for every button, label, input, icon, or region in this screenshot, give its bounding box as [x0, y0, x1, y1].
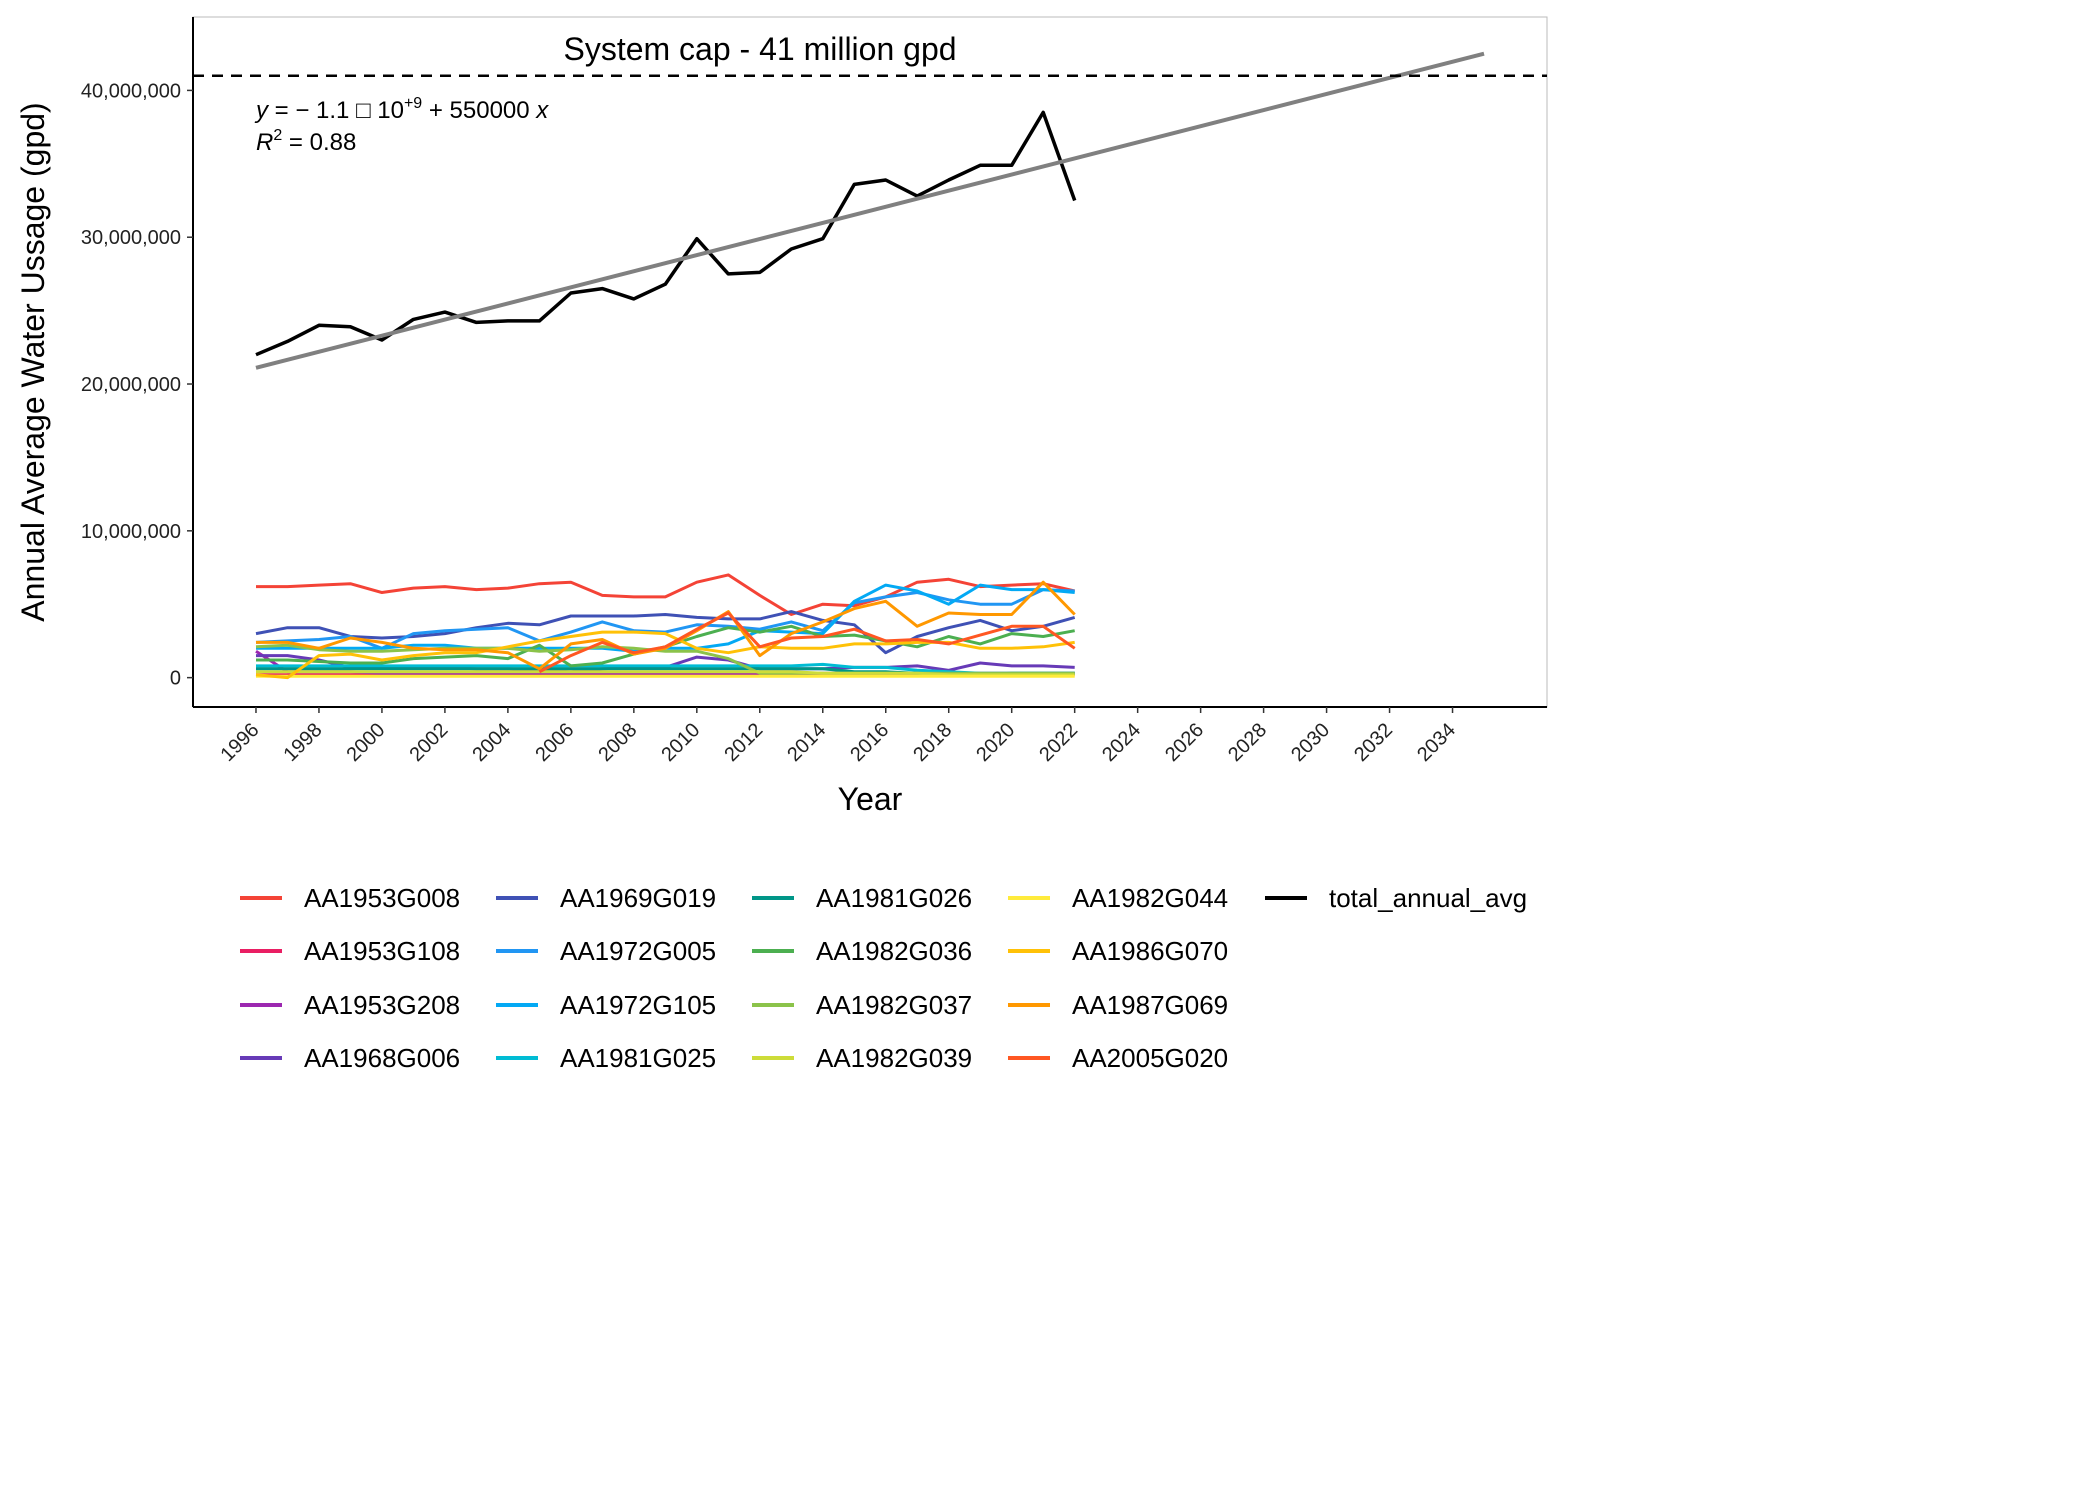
legend-label: total_annual_avg: [1329, 883, 1527, 913]
series-line-aa2005g020: [538, 611, 1076, 674]
legend-label: AA1986G070: [1072, 936, 1228, 966]
legend-label: AA1953G208: [304, 990, 460, 1020]
legend-label: AA1981G025: [560, 1043, 716, 1073]
regression-equation: y = − 1.1 □ 10+9 + 550000 x: [254, 95, 549, 124]
legend-label: AA1982G037: [816, 990, 972, 1020]
legend-label: AA1972G105: [560, 990, 716, 1020]
legend-label: AA1972G005: [560, 936, 716, 966]
y-tick-label: 20,000,000: [81, 374, 181, 396]
legend-label: AA1987G069: [1072, 990, 1228, 1020]
line-chart: 0 10,000,000 20,000,000 30,000,000 40,000,00…: [15, 16, 1548, 1073]
y-tick-label: 40,000,000: [81, 80, 181, 102]
legend-label: AA1982G036: [816, 936, 972, 966]
series-line-aa1969g019: [255, 610, 1076, 655]
regression-line: [255, 51, 1485, 370]
r-squared-label: R2 = 0.88: [256, 127, 356, 156]
series-lines: [255, 110, 1077, 680]
series-line-aa1982g039: [256, 670, 1075, 677]
legend-label: AA1953G108: [304, 936, 460, 966]
y-tick-label: 0: [170, 668, 181, 690]
legend-label: AA1982G039: [816, 1043, 972, 1073]
y-axis-ticks: 0 10,000,000 20,000,000 30,000,000 40,000,00…: [81, 80, 193, 690]
legend-label: AA1982G044: [1072, 883, 1228, 913]
y-tick-label: 30,000,000: [81, 227, 181, 249]
legend: AA1953G008 AA1953G108 AA1953G208 AA1968G006…: [240, 883, 1527, 1073]
series-line-aa1981g025: [256, 662, 1075, 675]
cap-label: System cap - 41 million gpd: [563, 31, 956, 67]
legend-label: AA1968G006: [304, 1043, 460, 1073]
legend-label: AA1981G026: [816, 883, 972, 913]
legend-label: AA2005G020: [1072, 1043, 1228, 1073]
legend-label: AA1953G008: [304, 883, 460, 913]
regression-group: [255, 51, 1485, 370]
legend-label: AA1969G019: [560, 883, 716, 913]
x-axis-title: Year: [838, 781, 903, 817]
series-line-aa1953g008: [256, 573, 1076, 616]
y-tick-label: 10,000,000: [81, 521, 181, 543]
y-axis-title: Annual Average Water Ussage (gpd): [15, 102, 51, 621]
